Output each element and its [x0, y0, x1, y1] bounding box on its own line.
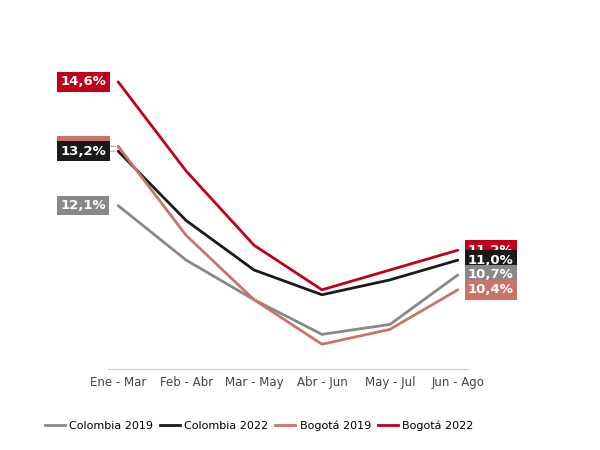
Colombia 2019 — [319, 332, 326, 337]
Text: 11,2%: 11,2% — [468, 244, 514, 256]
Bogotá 2019 — [250, 297, 257, 302]
Colombia 2022 — [386, 277, 394, 283]
Colombia 2022 — [115, 148, 122, 154]
Colombia 2019 — [182, 257, 190, 263]
Bogotá 2019 — [182, 233, 190, 238]
Text: 14,6%: 14,6% — [61, 76, 106, 88]
Bogotá 2019 — [319, 342, 326, 347]
Colombia 2022 — [454, 257, 461, 263]
Colombia 2019 — [454, 272, 461, 278]
Line: Colombia 2022: Colombia 2022 — [118, 151, 458, 295]
Legend: Colombia 2019, Colombia 2022, Bogotá 2019, Bogotá 2022: Colombia 2019, Colombia 2022, Bogotá 201… — [40, 416, 478, 436]
Colombia 2022 — [182, 218, 190, 223]
Colombia 2022 — [319, 292, 326, 297]
Colombia 2022 — [250, 267, 257, 273]
Text: 11,0%: 11,0% — [468, 254, 514, 266]
Text: 10,7%: 10,7% — [468, 269, 514, 281]
Bogotá 2022 — [250, 243, 257, 248]
Line: Colombia 2019: Colombia 2019 — [118, 206, 458, 334]
Bogotá 2019 — [386, 327, 394, 332]
Bogotá 2022 — [319, 287, 326, 292]
Line: Bogotá 2022: Bogotá 2022 — [118, 82, 458, 290]
Bogotá 2022 — [115, 79, 122, 85]
Bogotá 2022 — [454, 248, 461, 253]
Colombia 2019 — [250, 297, 257, 302]
Text: 10,4%: 10,4% — [468, 284, 514, 296]
Bogotá 2022 — [386, 267, 394, 273]
Text: 13,3%: 13,3% — [61, 140, 115, 153]
Text: 12,1%: 12,1% — [61, 199, 106, 212]
Bogotá 2019 — [115, 144, 122, 149]
Colombia 2019 — [386, 322, 394, 327]
Bogotá 2022 — [182, 168, 190, 174]
Bogotá 2019 — [454, 287, 461, 292]
Text: 13,2%: 13,2% — [61, 145, 115, 158]
Colombia 2019 — [115, 203, 122, 208]
Line: Bogotá 2019: Bogotá 2019 — [118, 146, 458, 344]
